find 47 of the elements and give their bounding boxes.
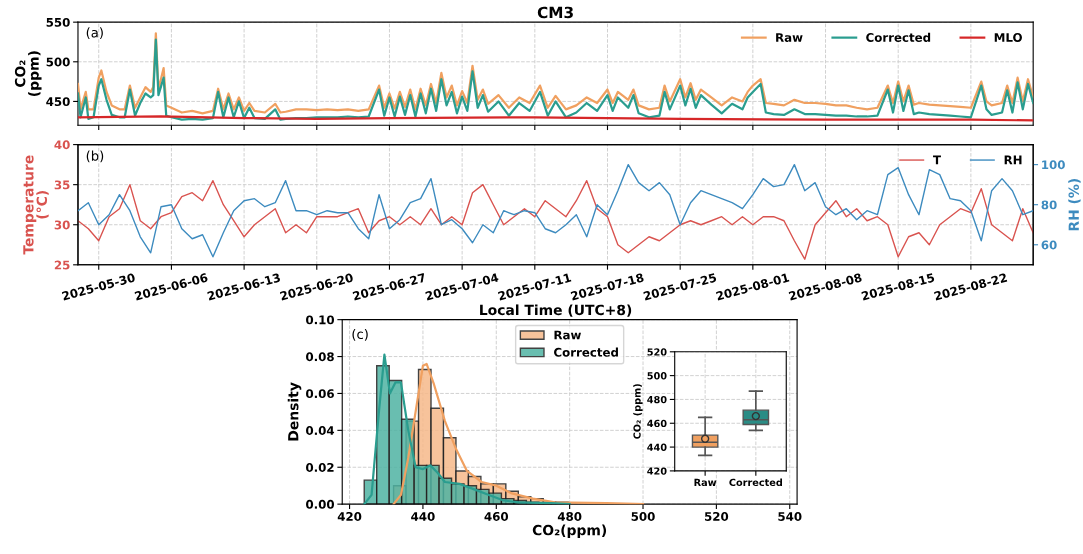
x-tick-label: 440 (411, 511, 435, 521)
y2-tick-label: 80 (1041, 200, 1057, 210)
y-tick-label: 0.10 (306, 315, 335, 325)
y-tick-label: 480 (647, 395, 667, 404)
legend-label: T (933, 155, 941, 165)
annotation: (a) (86, 27, 103, 40)
y-tick-label: 35 (54, 180, 70, 190)
y-tick-label: 500 (647, 372, 667, 380)
y-tick-label: 520 (647, 348, 667, 356)
chart-title: CM3 (537, 6, 573, 19)
y2-axis-title: RH (%) (1068, 179, 1081, 231)
y-axis-title: CO₂ (ppm) (633, 384, 643, 439)
y-tick-label: 420 (647, 467, 667, 475)
y-tick-label: 0.02 (306, 462, 334, 472)
y2-tick-label: 60 (1041, 240, 1057, 250)
x-tick-label: 520 (704, 511, 729, 521)
y-tick-label: 40 (54, 140, 70, 150)
x-axis-title: CO₂(ppm) (532, 524, 607, 539)
y-axis-title: Density (287, 382, 302, 441)
x-tick-label: 460 (484, 511, 509, 521)
legend-label: Corrected (866, 32, 931, 42)
y-tick-label: 450 (46, 97, 70, 107)
x-axis-title: Local Time (UTC+8) (480, 304, 632, 317)
x-tick-label: 540 (778, 511, 802, 521)
y-tick-label: 440 (647, 443, 667, 451)
legend-label: Raw (554, 330, 581, 340)
annotation: (c) (352, 328, 368, 341)
y-tick-label: 30 (54, 220, 70, 230)
x-tick-label: 480 (557, 511, 582, 521)
y-tick-label: 0.00 (306, 499, 335, 509)
x-tick-label: 420 (337, 511, 362, 521)
y-tick-label: 0.06 (306, 389, 334, 399)
legend-label: Corrected (554, 347, 618, 357)
legend-label: RH (1004, 155, 1022, 165)
y-tick-label: 550 (46, 17, 70, 27)
y-axis-title: CO₂ (ppm) (14, 51, 42, 97)
y-tick-label: 0.04 (306, 426, 335, 435)
y-tick-label: 460 (647, 419, 667, 428)
y-tick-label: 0.08 (306, 352, 334, 362)
y-tick-label: 25 (54, 260, 70, 270)
y2-tick-label: 100 (1042, 160, 1065, 170)
annotation: (b) (86, 150, 104, 163)
y-tick-label: 500 (46, 57, 70, 67)
legend-label: Raw (776, 33, 803, 42)
legend-label: MLO (994, 32, 1022, 42)
x-tick-label: 500 (631, 511, 655, 521)
y-axis-title: Temperature (°C) (23, 155, 49, 255)
